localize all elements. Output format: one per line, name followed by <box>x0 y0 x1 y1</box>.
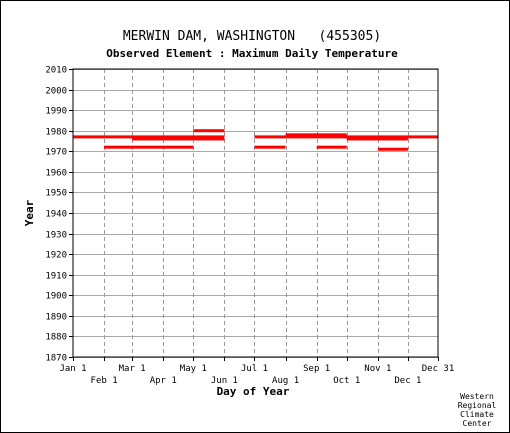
y-tick-label-1870: 1870 <box>45 354 67 364</box>
credit-line-2: Climate <box>460 410 494 419</box>
x-tick-label-dec-31: Dec 31 <box>422 364 455 374</box>
y-tick-label-1950: 1950 <box>45 189 67 199</box>
observation-segment-1971-8 <box>377 147 408 151</box>
y-tick-label-1930: 1930 <box>45 231 67 241</box>
y-tick-label-1940: 1940 <box>45 210 67 220</box>
y-tick-label-1920: 1920 <box>45 251 67 261</box>
x-tick-label-apr-1: Apr 1 <box>150 376 177 386</box>
credit-line-3: Center <box>463 419 492 428</box>
x-tick-label-nov-1: Nov 1 <box>364 364 391 374</box>
x-tick-label-mar-1: Mar 1 <box>119 364 146 374</box>
y-tick-label-1990: 1990 <box>45 107 67 117</box>
y-tick-label-1880: 1880 <box>45 333 67 343</box>
x-axis-ticks: Jan 1 Mar 1 May 1 Jul 1 Sep 1 Nov 1 Dec 31 Feb … <box>59 357 454 386</box>
observation-segment-1976-2 <box>132 137 225 141</box>
observation-segment-1972-7 <box>316 145 347 149</box>
x-tick-label-feb-1: Feb 1 <box>91 376 118 386</box>
x-axis-title: Day of Year <box>217 385 290 398</box>
y-tick-label-1910: 1910 <box>45 272 67 282</box>
chart-title: MERWIN DAM, WASHINGTON (455305) <box>123 29 381 44</box>
y-tick-label-1960: 1960 <box>45 169 67 179</box>
observation-segment-1972-5 <box>104 145 194 149</box>
observation-segment-1980-9 <box>193 129 225 133</box>
x-tick-label-dec-1: Dec 1 <box>394 376 421 386</box>
y-tick-label-1980: 1980 <box>45 128 67 138</box>
y-tick-label-1970: 1970 <box>45 148 67 158</box>
chart-subtitle: Observed Element : Maximum Daily Tempera… <box>106 47 398 60</box>
credit-line-1: Regional <box>458 401 497 410</box>
x-tick-label-jul-1: Jul 1 <box>241 364 268 374</box>
observation-segment-1976-3 <box>346 137 408 141</box>
observation-segment-1977-0 <box>73 135 225 139</box>
y-tick-label-2000: 2000 <box>45 87 67 97</box>
x-tick-label-aug-1: Aug 1 <box>272 376 299 386</box>
y-axis-ticks: 1870 1880 1890 1900 1910 1920 1930 1940 1950 1960… <box>45 66 73 364</box>
x-tick-label-may-1: May 1 <box>180 364 207 374</box>
x-tick-label-oct-1: Oct 1 <box>333 376 360 386</box>
observation-segment-1978-4 <box>285 133 347 137</box>
credit-line-0: Western <box>460 392 494 401</box>
y-tick-label-1900: 1900 <box>45 292 67 302</box>
x-tick-label-jun-1: Jun 1 <box>211 376 238 386</box>
x-tick-label-sep-1: Sep 1 <box>303 364 330 374</box>
x-tick-label-jan-1: Jan 1 <box>59 364 86 374</box>
y-tick-label-1890: 1890 <box>45 313 67 323</box>
observation-segment-1977-1 <box>254 135 438 139</box>
observation-segment-1972-6 <box>254 145 286 149</box>
observation-segments <box>73 129 438 151</box>
y-tick-label-2010: 2010 <box>45 66 67 76</box>
y-axis-title: Year <box>23 199 36 226</box>
